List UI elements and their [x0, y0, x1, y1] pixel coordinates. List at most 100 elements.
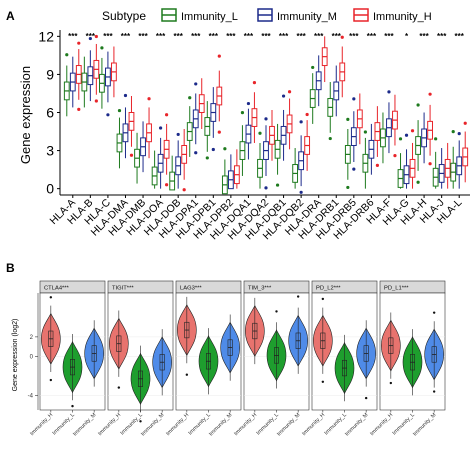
outlier-point [258, 131, 262, 135]
significance-label: *** [156, 32, 166, 41]
outlier-point [404, 133, 409, 137]
panel-a-label: A [6, 9, 15, 23]
outlier-point [264, 117, 268, 121]
significance-label: *** [349, 32, 359, 41]
significance-label: *** [437, 32, 447, 41]
outlier-point [457, 132, 461, 136]
facet-title: CTLA4*** [44, 286, 70, 292]
legend-title: Subtype [102, 9, 146, 23]
outlier-point [223, 147, 227, 151]
outlier-point [129, 153, 134, 157]
y-tick-label: 0 [46, 181, 54, 197]
outlier-point [77, 107, 81, 111]
outlier-point [240, 111, 245, 115]
outlier-point [117, 386, 121, 389]
outlier-point [94, 99, 98, 103]
outlier-point [88, 36, 92, 41]
outlier-point [94, 34, 98, 39]
category-hla-f: ***HLA-F [364, 32, 398, 227]
outlier-point [416, 103, 420, 107]
outlier-point [100, 46, 104, 50]
legend-label-immunity-h: Immunity_H [373, 11, 432, 23]
x-tick-label: Immunity_H [369, 412, 394, 437]
outlier-point [375, 163, 379, 167]
x-tick-label: Immunity_M [140, 412, 166, 438]
outlier-point [49, 378, 53, 382]
outlier-point [65, 53, 69, 57]
outlier-point [194, 82, 198, 86]
y-tick-label: 9 [46, 66, 54, 82]
significance-label: *** [314, 32, 324, 41]
outlier-point [305, 112, 309, 117]
outlier-point [463, 121, 467, 125]
outlier-point [311, 65, 315, 70]
outlier-point [211, 147, 215, 152]
outlier-point [387, 90, 391, 94]
legend-item-immunity-l: Immunity_L [161, 8, 238, 23]
x-tick-label: Immunity_M [276, 412, 302, 438]
significance-label: *** [191, 32, 201, 41]
x-tick-label: Immunity_H [165, 412, 190, 437]
outlier-point [299, 190, 303, 194]
legend-label-immunity-l: Immunity_L [181, 11, 238, 23]
outlier-point [275, 183, 280, 187]
x-tick-label: Immunity_M [208, 412, 234, 438]
panel-a-y-axis-label: Gene expression [18, 66, 33, 164]
significance-label: *** [384, 32, 394, 41]
outlier-point [217, 54, 221, 58]
outlier-point [321, 297, 325, 301]
outlier-point [77, 41, 81, 45]
category-hla-a: ***HLA-A [48, 32, 82, 227]
outlier-point [205, 156, 209, 160]
legend: Immunity_L Immunity_M Immunity_H [161, 8, 432, 23]
outlier-point [188, 96, 192, 100]
outlier-point [451, 130, 455, 134]
panel-b-label: B [6, 261, 15, 275]
y-tick-label: 3 [46, 143, 54, 159]
outlier-point [389, 381, 393, 385]
outlier-point [275, 310, 278, 313]
outlier-point [252, 81, 257, 85]
outlier-point [182, 188, 186, 192]
x-tick-label: Immunity_H [301, 412, 326, 437]
outlier-point [428, 92, 432, 96]
facet-title: TIM_3*** [248, 286, 272, 292]
outlier-point [328, 136, 332, 141]
outlier-point [123, 93, 128, 98]
significance-label: *** [332, 32, 342, 41]
significance-label: *** [296, 32, 306, 41]
significance-label: *** [174, 32, 184, 41]
outlier-point [281, 94, 286, 98]
significance-label: *** [226, 32, 236, 41]
outlier-point [176, 132, 180, 137]
outlier-point [147, 97, 151, 101]
y-tick-label: 12 [38, 28, 54, 44]
outlier-point [117, 108, 122, 113]
outlier-point [416, 180, 420, 184]
outlier-point [71, 404, 74, 408]
outlier-point [340, 35, 344, 39]
x-tick-label: Immunity_H [29, 412, 54, 437]
facet-title: PD_L2*** [316, 286, 341, 292]
outlier-point [299, 120, 303, 124]
outlier-point [194, 151, 198, 155]
outlier-point [410, 129, 415, 133]
outlier-point [49, 296, 53, 299]
significance-label: * [405, 32, 409, 41]
outlier-point [346, 185, 350, 190]
x-tick-label: Immunity_M [412, 412, 438, 438]
facet-title: LAG3*** [180, 286, 202, 292]
outlier-point [321, 380, 325, 384]
outlier-point [287, 90, 292, 94]
outlier-point [165, 113, 169, 117]
panel-b-y-axis-label: Gene expression (log2) [12, 319, 19, 392]
facet-title: PD_L1*** [384, 286, 409, 292]
legend-item-immunity-h: Immunity_H [353, 8, 432, 23]
outlier-point [398, 137, 403, 141]
significance-label: *** [86, 32, 96, 41]
significance-label: *** [138, 32, 148, 41]
